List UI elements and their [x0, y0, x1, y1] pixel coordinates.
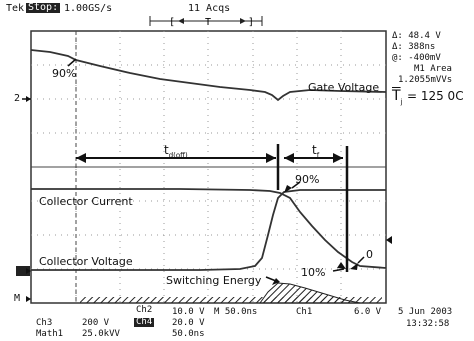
scope-header: Tek Stop: 1.00GS/s 11 Acqs [ T ]: [0, 0, 474, 30]
ch4-badge[interactable]: Ch4: [134, 317, 155, 327]
right-arrow-icon: [240, 18, 246, 24]
current-90-label: 90%: [295, 173, 320, 186]
svg-text:[: [: [169, 17, 175, 28]
voltage-10-label: 10%: [301, 266, 326, 279]
left-arrow-icon: [178, 18, 184, 24]
collector-current-label: Collector Current: [39, 195, 133, 208]
math1-scale[interactable]: 25.0kVV: [82, 329, 120, 339]
channel-status-bar: Ch2 10.0 V M 50.0ns Ch1 6.0 V Ch3 200 V …: [0, 300, 474, 341]
pointer-energy-icon: [272, 278, 280, 285]
ch2-scale[interactable]: 10.0 V: [172, 307, 205, 317]
ch2-ground-marker-icon: [26, 96, 31, 102]
ch2-marker[interactable]: 2: [14, 93, 21, 104]
pointer-0-icon: [350, 263, 358, 270]
delta-time: Δ: 388ns: [392, 42, 436, 52]
trigger-level[interactable]: 6.0 V: [354, 307, 382, 317]
ch4-ground-marker: [16, 266, 30, 276]
pointer-10-icon: [337, 262, 346, 269]
td-left-arrow-icon: [76, 153, 86, 163]
td-right-arrow-icon: [266, 153, 276, 163]
math1-timebase[interactable]: 50.0ns: [172, 329, 205, 339]
run-status-badge[interactable]: Stop:: [26, 2, 61, 13]
pointer-90-icon: [284, 185, 292, 193]
timebase[interactable]: M 50.0ns: [214, 307, 258, 317]
brand-label: Tek: [6, 3, 25, 14]
collector-current-trace: [31, 188, 387, 269]
ch1-label[interactable]: Ch1: [296, 307, 313, 317]
tf-left-arrow-icon: [284, 153, 294, 163]
gate-90-label: 90%: [52, 67, 77, 80]
m1-area-label: M1 Area: [414, 64, 452, 74]
record-position-bar[interactable]: [ T ]: [0, 0, 474, 30]
math-ground-marker-icon: [26, 296, 31, 302]
acquisition-count: 11 Acqs: [188, 3, 231, 14]
tf-right-arrow-icon: [333, 153, 343, 163]
m1-area-value: 1.2055mVVs: [398, 75, 453, 85]
tf-label: tf: [312, 143, 320, 160]
energy-baseline-strip: [80, 297, 382, 303]
zero-label: 0: [366, 248, 373, 261]
svg-text:]: ]: [248, 17, 254, 28]
svg-text:T: T: [205, 17, 211, 28]
capture-time: 13:32:58: [406, 319, 450, 329]
gate-voltage-label: Gate Voltage: [308, 81, 380, 94]
delta-voltage: Δ: 48.4 V: [392, 31, 441, 41]
sample-rate: 1.00GS/s: [64, 3, 113, 14]
math1-label[interactable]: Math1: [36, 329, 64, 339]
ch2-label[interactable]: Ch2: [136, 305, 153, 315]
td-off-label: td(off): [164, 143, 188, 160]
ch3-label[interactable]: Ch3: [36, 318, 53, 328]
ch4-scale[interactable]: 20.0 V: [172, 318, 205, 328]
collector-voltage-trace: [31, 189, 386, 271]
switching-energy-label: Switching Energy: [166, 274, 262, 287]
cursor-level: @: -400mV: [392, 53, 441, 63]
math-marker[interactable]: M: [14, 293, 21, 304]
trigger-level-icon: [386, 236, 392, 244]
collector-voltage-label: Collector Voltage: [39, 255, 133, 268]
junction-temp: Tj = 125 0C: [392, 88, 464, 106]
ch3-scale[interactable]: 200 V: [82, 318, 110, 328]
capture-date: 5 Jun 2003: [398, 307, 453, 317]
